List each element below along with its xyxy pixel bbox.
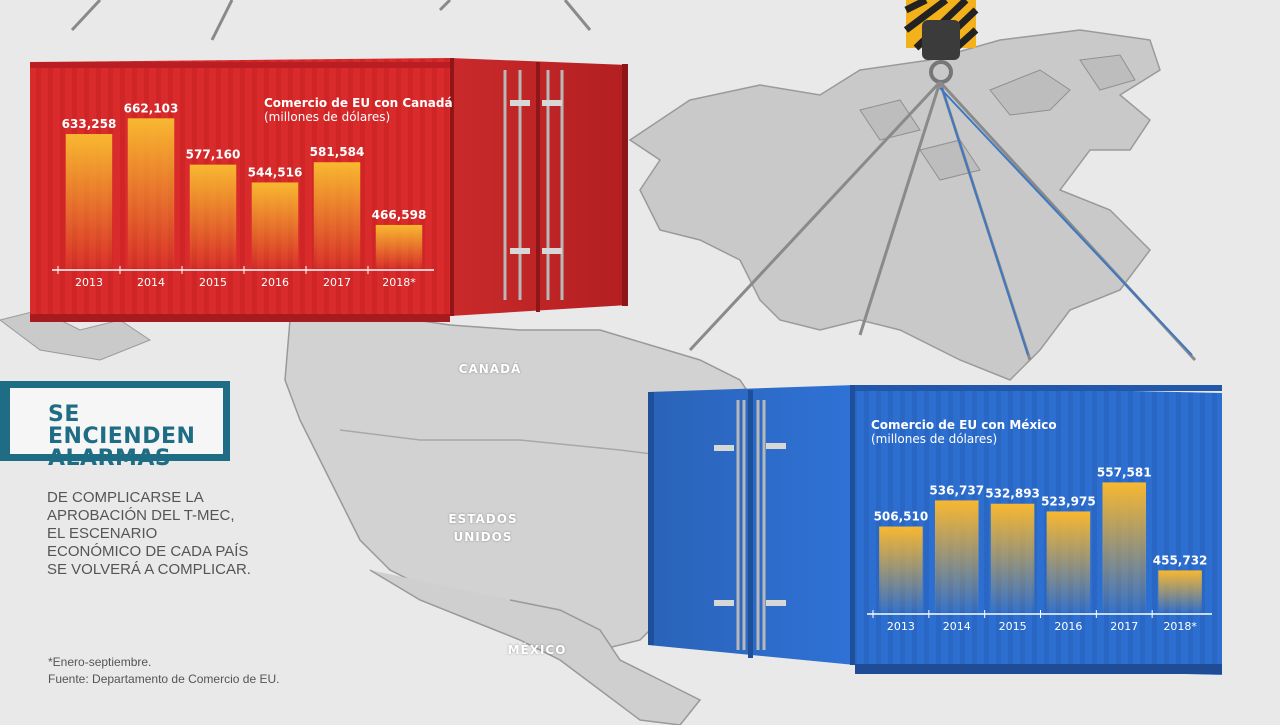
mexico-bar-2016 — [1046, 511, 1091, 612]
mexico-bar-2015 — [990, 503, 1035, 612]
canada-bar-2017 — [313, 162, 361, 268]
mexico-category-label: 2015 — [999, 620, 1027, 633]
headline-accent — [0, 381, 10, 461]
canada-bar-2015 — [189, 164, 237, 268]
mexico-value-label: 455,732 — [1153, 553, 1208, 567]
mexico-category-label: 2017 — [1110, 620, 1138, 633]
mexico-category-label: 2013 — [887, 620, 915, 633]
map-label-mexico: MÉXICO — [507, 643, 567, 657]
canada-category-label: 2015 — [199, 276, 227, 289]
description: DE COMPLICARSE LA APROBACIÓN DEL T-MEC, … — [47, 489, 251, 578]
footnote: *Enero-septiembre. — [48, 655, 152, 669]
mexico-bar-2013 — [879, 526, 923, 612]
map-label-canada: CANADÁ — [458, 362, 522, 376]
map-label-usa: ESTADOS UNIDOS — [448, 512, 518, 544]
mexico-category-label: 2016 — [1054, 620, 1082, 633]
canada-bar-2013 — [65, 134, 113, 268]
mexico-bar-2018 — [1158, 570, 1202, 612]
crane-hook — [903, 0, 979, 84]
canada-category-label: 2017 — [323, 276, 351, 289]
chart-mexico-subtitle: (millones de dólares) — [871, 432, 998, 446]
mexico-bar-2014 — [934, 500, 979, 612]
mexico-value-label: 523,975 — [1041, 494, 1096, 508]
canada-value-label: 577,160 — [186, 148, 241, 162]
canada-category-label: 2013 — [75, 276, 103, 289]
canada-bar-2018 — [375, 224, 423, 268]
chart-mexico-title-block: Comercio de EU con México (millones de d… — [871, 418, 1057, 446]
mexico-value-label: 532,893 — [985, 487, 1040, 501]
chart-canada: 633,258 2013 662,103 2014 577,160 2015 544,516… — [52, 101, 434, 289]
mexico-value-label: 557,581 — [1097, 465, 1152, 479]
canada-category-label: 2014 — [137, 276, 165, 289]
mexico-value-label: 506,510 — [874, 510, 929, 524]
mexico-category-label: 2014 — [943, 620, 971, 633]
headline-box: SE ENCIENDEN ALARMAS — [10, 381, 230, 470]
mexico-bar-2017 — [1102, 482, 1147, 612]
chart-canada-subtitle: (millones de dólares) — [264, 110, 391, 124]
source: Fuente: Departamento de Comercio de EU. — [48, 672, 280, 686]
chart-mexico-title: Comercio de EU con México — [871, 418, 1057, 432]
chart-mexico: 506,510 2013 536,737 2014 532,893 2015 523,975… — [867, 465, 1212, 633]
canada-category-label: 2018* — [382, 276, 416, 289]
chart-canada-title-block: Comercio de EU con Canadá (millones de d… — [264, 96, 453, 124]
headline: SE ENCIENDEN ALARMAS — [48, 402, 196, 471]
canada-bar-2016 — [251, 182, 299, 268]
mexico-category-label: 2018* — [1163, 620, 1197, 633]
canada-value-label: 633,258 — [62, 117, 117, 131]
mexico-value-label: 536,737 — [929, 483, 984, 497]
canada-value-label: 544,516 — [248, 165, 303, 179]
canada-bar-2014 — [127, 118, 175, 268]
canada-value-label: 466,598 — [372, 208, 427, 222]
canada-value-label: 662,103 — [124, 101, 179, 115]
chart-canada-title: Comercio de EU con Canadá — [264, 96, 453, 110]
canada-category-label: 2016 — [261, 276, 289, 289]
canada-value-label: 581,584 — [310, 145, 365, 159]
